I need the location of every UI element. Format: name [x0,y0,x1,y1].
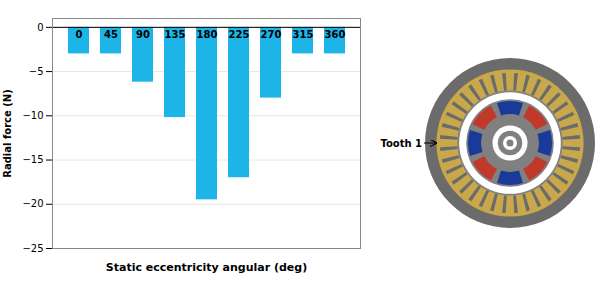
svg-text:−25: −25 [22,243,43,254]
svg-text:Radial force (N): Radial force (N) [2,89,13,178]
svg-text:135: 135 [165,29,186,40]
svg-text:180: 180 [197,29,218,40]
svg-text:315: 315 [293,29,314,40]
svg-text:0: 0 [76,29,83,40]
svg-text:270: 270 [261,29,282,40]
svg-text:45: 45 [104,29,118,40]
svg-text:225: 225 [229,29,250,40]
svg-text:−20: −20 [22,198,43,209]
svg-text:−10: −10 [22,110,43,121]
svg-text:0: 0 [37,22,43,33]
svg-text:Static eccentricity angular (d: Static eccentricity angular (deg) [106,261,307,274]
svg-text:90: 90 [136,29,150,40]
svg-text:−5: −5 [29,66,44,77]
svg-text:Tooth 1: Tooth 1 [380,138,422,149]
svg-text:−15: −15 [22,154,43,165]
svg-text:360: 360 [325,29,346,40]
